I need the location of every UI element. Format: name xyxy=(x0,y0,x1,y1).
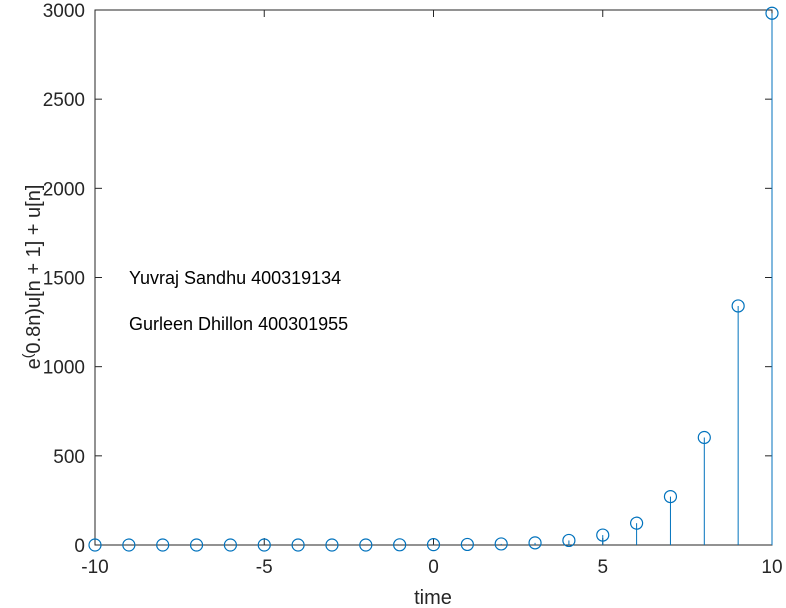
stem-marker xyxy=(426,538,441,552)
stem-marker xyxy=(663,489,678,504)
stem-marker xyxy=(494,537,508,551)
y-axis-title: e(0.8n)u[n + 1] + u[n] xyxy=(19,185,45,370)
y-axis-title-rest: 0.8n)u[n + 1] + u[n] xyxy=(23,185,45,354)
stem-marker xyxy=(460,537,474,552)
y-tick-label: 0 xyxy=(74,536,85,557)
y-tick-label: 3000 xyxy=(43,1,85,22)
x-axis-title: time xyxy=(414,587,452,608)
stem-marker xyxy=(697,430,711,445)
stem-marker xyxy=(325,538,339,552)
stem-marker xyxy=(257,538,271,552)
x-tick-label: 10 xyxy=(761,557,782,578)
y-tick-label: 1500 xyxy=(43,269,85,290)
stem-marker xyxy=(223,538,237,552)
stems-layer xyxy=(88,6,779,552)
stem-marker xyxy=(88,538,102,552)
stem-marker xyxy=(765,6,779,20)
stem-marker xyxy=(291,538,305,552)
x-tick-label: -5 xyxy=(256,557,273,578)
stem-marker xyxy=(731,299,745,313)
svg-text:e(0.8n)u[n + 1] + u[n]: e(0.8n)u[n + 1] + u[n] xyxy=(19,185,45,370)
y-tick-label: 2500 xyxy=(43,90,85,111)
ticks-layer: -10 -5 0 5 10 0 500 1000 1500 2000 2500 3000 xyxy=(43,1,783,578)
annotation-author-1: Yuvraj Sandhu 400319134 xyxy=(129,268,341,288)
stem-marker xyxy=(393,538,407,552)
y-axis-title-base: e xyxy=(23,358,45,369)
stem-marker xyxy=(629,516,644,530)
annotation-author-2: Gurleen Dhillon 400301955 xyxy=(129,314,348,334)
x-tick-label: 5 xyxy=(597,557,608,578)
y-tick-label: 1000 xyxy=(43,358,85,379)
y-axis-title-superscript: ( xyxy=(19,353,35,358)
stem-marker xyxy=(359,538,373,552)
stem-marker xyxy=(156,538,170,552)
stem-marker xyxy=(528,536,542,550)
y-tick-label: 500 xyxy=(53,447,85,468)
stem-marker xyxy=(122,538,136,552)
stem-marker xyxy=(189,538,204,552)
x-tick-label: -10 xyxy=(81,557,108,578)
stem-marker xyxy=(596,528,610,542)
x-tick-label: 0 xyxy=(428,557,439,578)
y-tick-label: 2000 xyxy=(43,179,85,200)
stem-marker xyxy=(562,533,576,548)
